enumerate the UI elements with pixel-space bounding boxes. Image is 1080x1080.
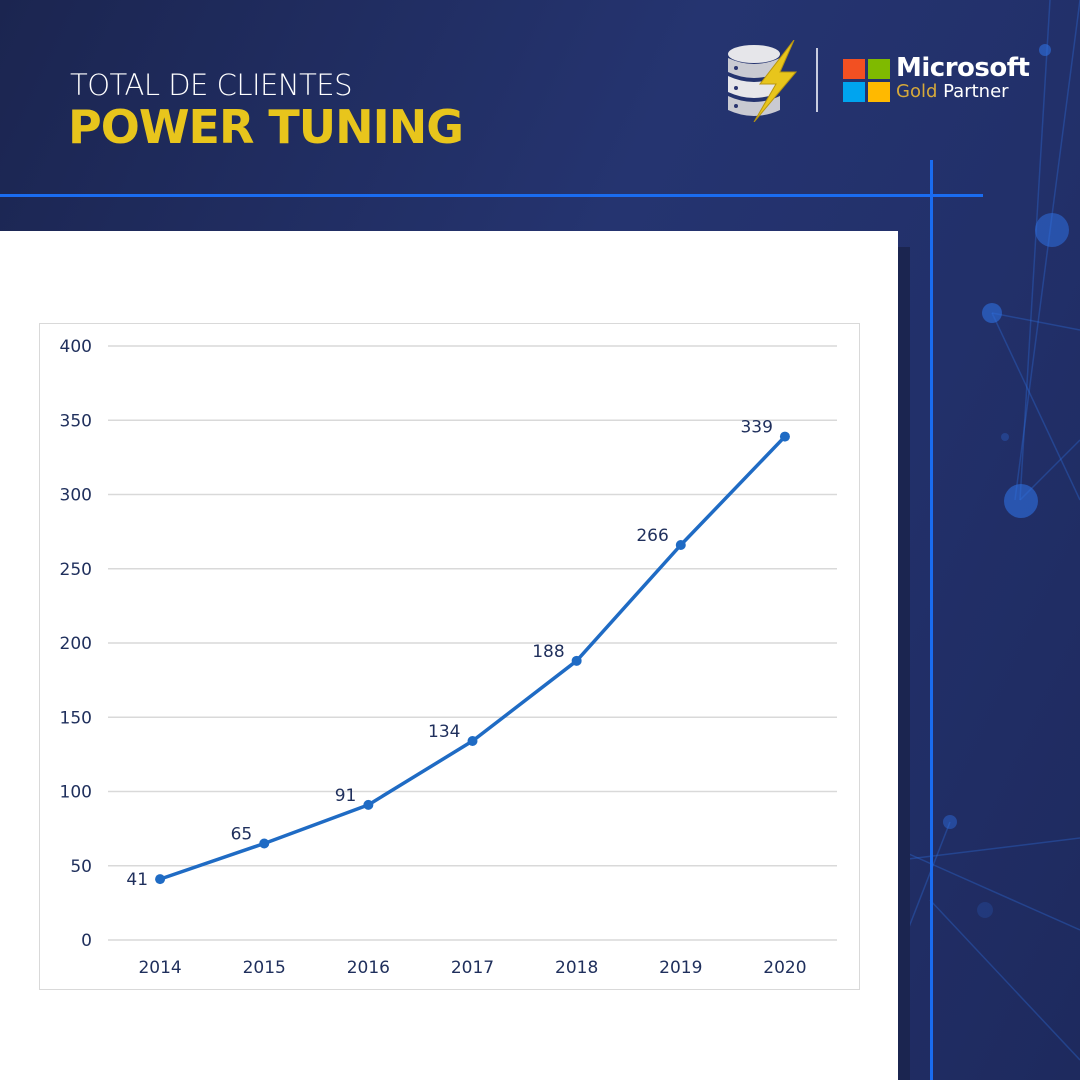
data-label: 65 — [231, 824, 253, 844]
x-tick-label: 2018 — [555, 958, 598, 978]
x-tick-label: 2016 — [347, 958, 390, 978]
partner-brand: Microsoft — [896, 53, 1030, 83]
x-tick-label: 2019 — [659, 958, 702, 978]
partner-badge-text: Microsoft Gold Partner — [896, 53, 1030, 102]
header-title: POWER TUNING — [68, 100, 464, 154]
y-tick-label: 400 — [60, 337, 92, 357]
partner-program: Partner — [943, 81, 1009, 102]
data-label: 339 — [740, 418, 772, 438]
data-label: 266 — [636, 526, 668, 546]
line-chart: 0 50 100 150 200 250 300 350 400 2014 2015 2016 2017… — [60, 337, 837, 978]
data-point — [675, 539, 686, 550]
header-divider-line — [0, 194, 983, 197]
microsoft-logo-icon — [843, 59, 891, 103]
chart-container: 0 50 100 150 200 250 300 350 400 2014 2015 2016 2017… — [39, 323, 860, 990]
y-tick-label: 350 — [60, 411, 92, 431]
data-point — [779, 431, 790, 442]
header-subtitle: TOTAL DE CLIENTES — [70, 68, 353, 102]
y-tick-label: 0 — [81, 931, 92, 951]
data-point — [259, 838, 270, 849]
data-point — [363, 799, 374, 810]
y-tick-label: 200 — [60, 634, 92, 654]
data-label: 188 — [532, 642, 564, 662]
data-point — [467, 736, 478, 747]
data-point — [155, 874, 166, 885]
partner-tier: Gold — [896, 81, 938, 102]
data-label: 91 — [335, 786, 357, 806]
series-line — [159, 435, 787, 881]
y-tick-label: 250 — [60, 560, 92, 580]
data-label: 41 — [126, 870, 148, 890]
logo-separator — [816, 48, 818, 112]
y-tick-label: 300 — [60, 486, 92, 506]
y-tick-label: 100 — [60, 783, 92, 803]
y-tick-label: 50 — [70, 857, 92, 877]
x-tick-label: 2015 — [243, 958, 286, 978]
power-tuning-database-bolt-icon — [728, 40, 798, 122]
data-point — [571, 655, 582, 666]
panel-shadow — [898, 247, 910, 1080]
y-tick-label: 150 — [60, 708, 92, 728]
data-label: 134 — [428, 722, 460, 742]
x-tick-label: 2017 — [451, 958, 494, 978]
vertical-accent-line — [930, 160, 933, 1080]
x-tick-label: 2020 — [763, 958, 806, 978]
x-tick-label: 2014 — [138, 958, 181, 978]
